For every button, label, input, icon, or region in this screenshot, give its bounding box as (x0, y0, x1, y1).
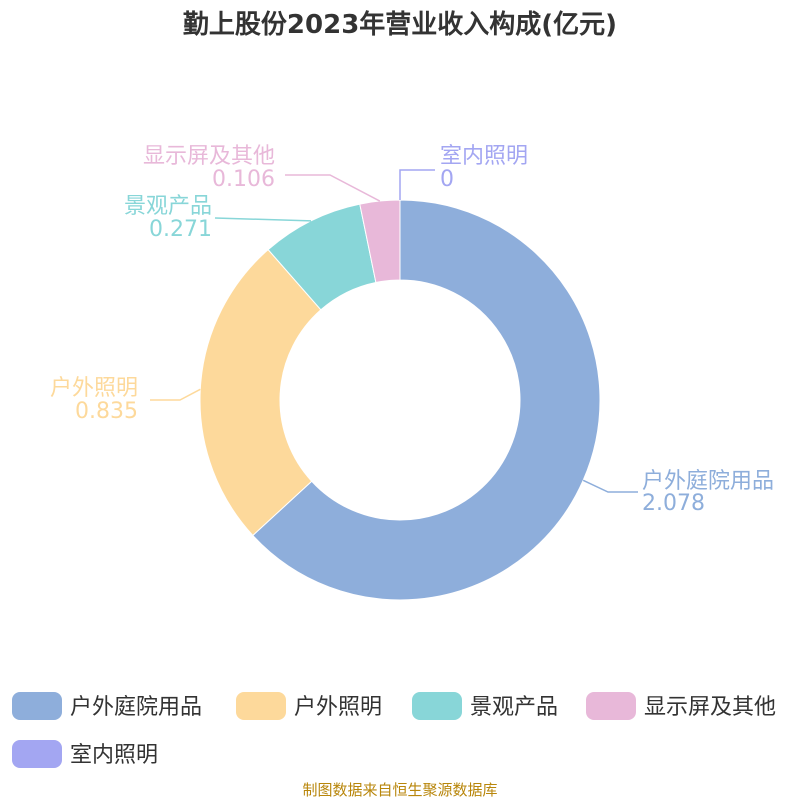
slice-0-value: 2.078 (642, 491, 705, 516)
slice-1-label: 户外照明 (50, 376, 138, 401)
slice-3 (359, 199, 401, 284)
slice-2-label: 景观产品 (124, 194, 212, 219)
legend-swatch-3 (586, 692, 636, 720)
legend-item-4[interactable]: 室内照明 (12, 740, 158, 768)
slice-0 (252, 199, 601, 601)
legend-item-1[interactable]: 户外照明 (236, 692, 382, 720)
legend-label-0: 户外庭院用品 (70, 695, 202, 720)
leader-lines (150, 169, 638, 493)
slice-2-value: 0.271 (149, 217, 212, 242)
donut-slices (199, 199, 601, 601)
slice-0-leader (582, 479, 638, 493)
slice-3-leader (285, 174, 381, 202)
legend-label-3: 显示屏及其他 (644, 695, 776, 720)
legend-swatch-2 (412, 692, 462, 720)
slice-4-leader (399, 169, 435, 200)
chart-title: 勤上股份2023年营业收入构成(亿元) (183, 9, 617, 40)
slice-3-value: 0.106 (212, 167, 275, 192)
legend-item-2[interactable]: 景观产品 (412, 692, 558, 720)
legend-item-3[interactable]: 显示屏及其他 (586, 692, 776, 720)
slice-1 (199, 248, 322, 537)
slice-0-label: 户外庭院用品 (642, 469, 774, 494)
slice-1-value: 0.835 (75, 399, 138, 424)
legend-label-2: 景观产品 (470, 695, 558, 720)
legend-swatch-4 (12, 740, 62, 768)
slice-4-value: 0 (440, 167, 454, 192)
legend-swatch-1 (236, 692, 286, 720)
slice-3-label: 显示屏及其他 (143, 144, 275, 169)
slice-1-leader (150, 388, 201, 401)
slice-2-leader (214, 217, 312, 222)
slice-4-label: 室内照明 (440, 144, 528, 169)
legend-label-4: 室内照明 (70, 743, 158, 768)
legend-label-1: 户外照明 (294, 695, 382, 720)
legend-item-0[interactable]: 户外庭院用品 (12, 692, 202, 720)
legend-swatch-0 (12, 692, 62, 720)
source-note: 制图数据来自恒生聚源数据库 (302, 781, 497, 799)
